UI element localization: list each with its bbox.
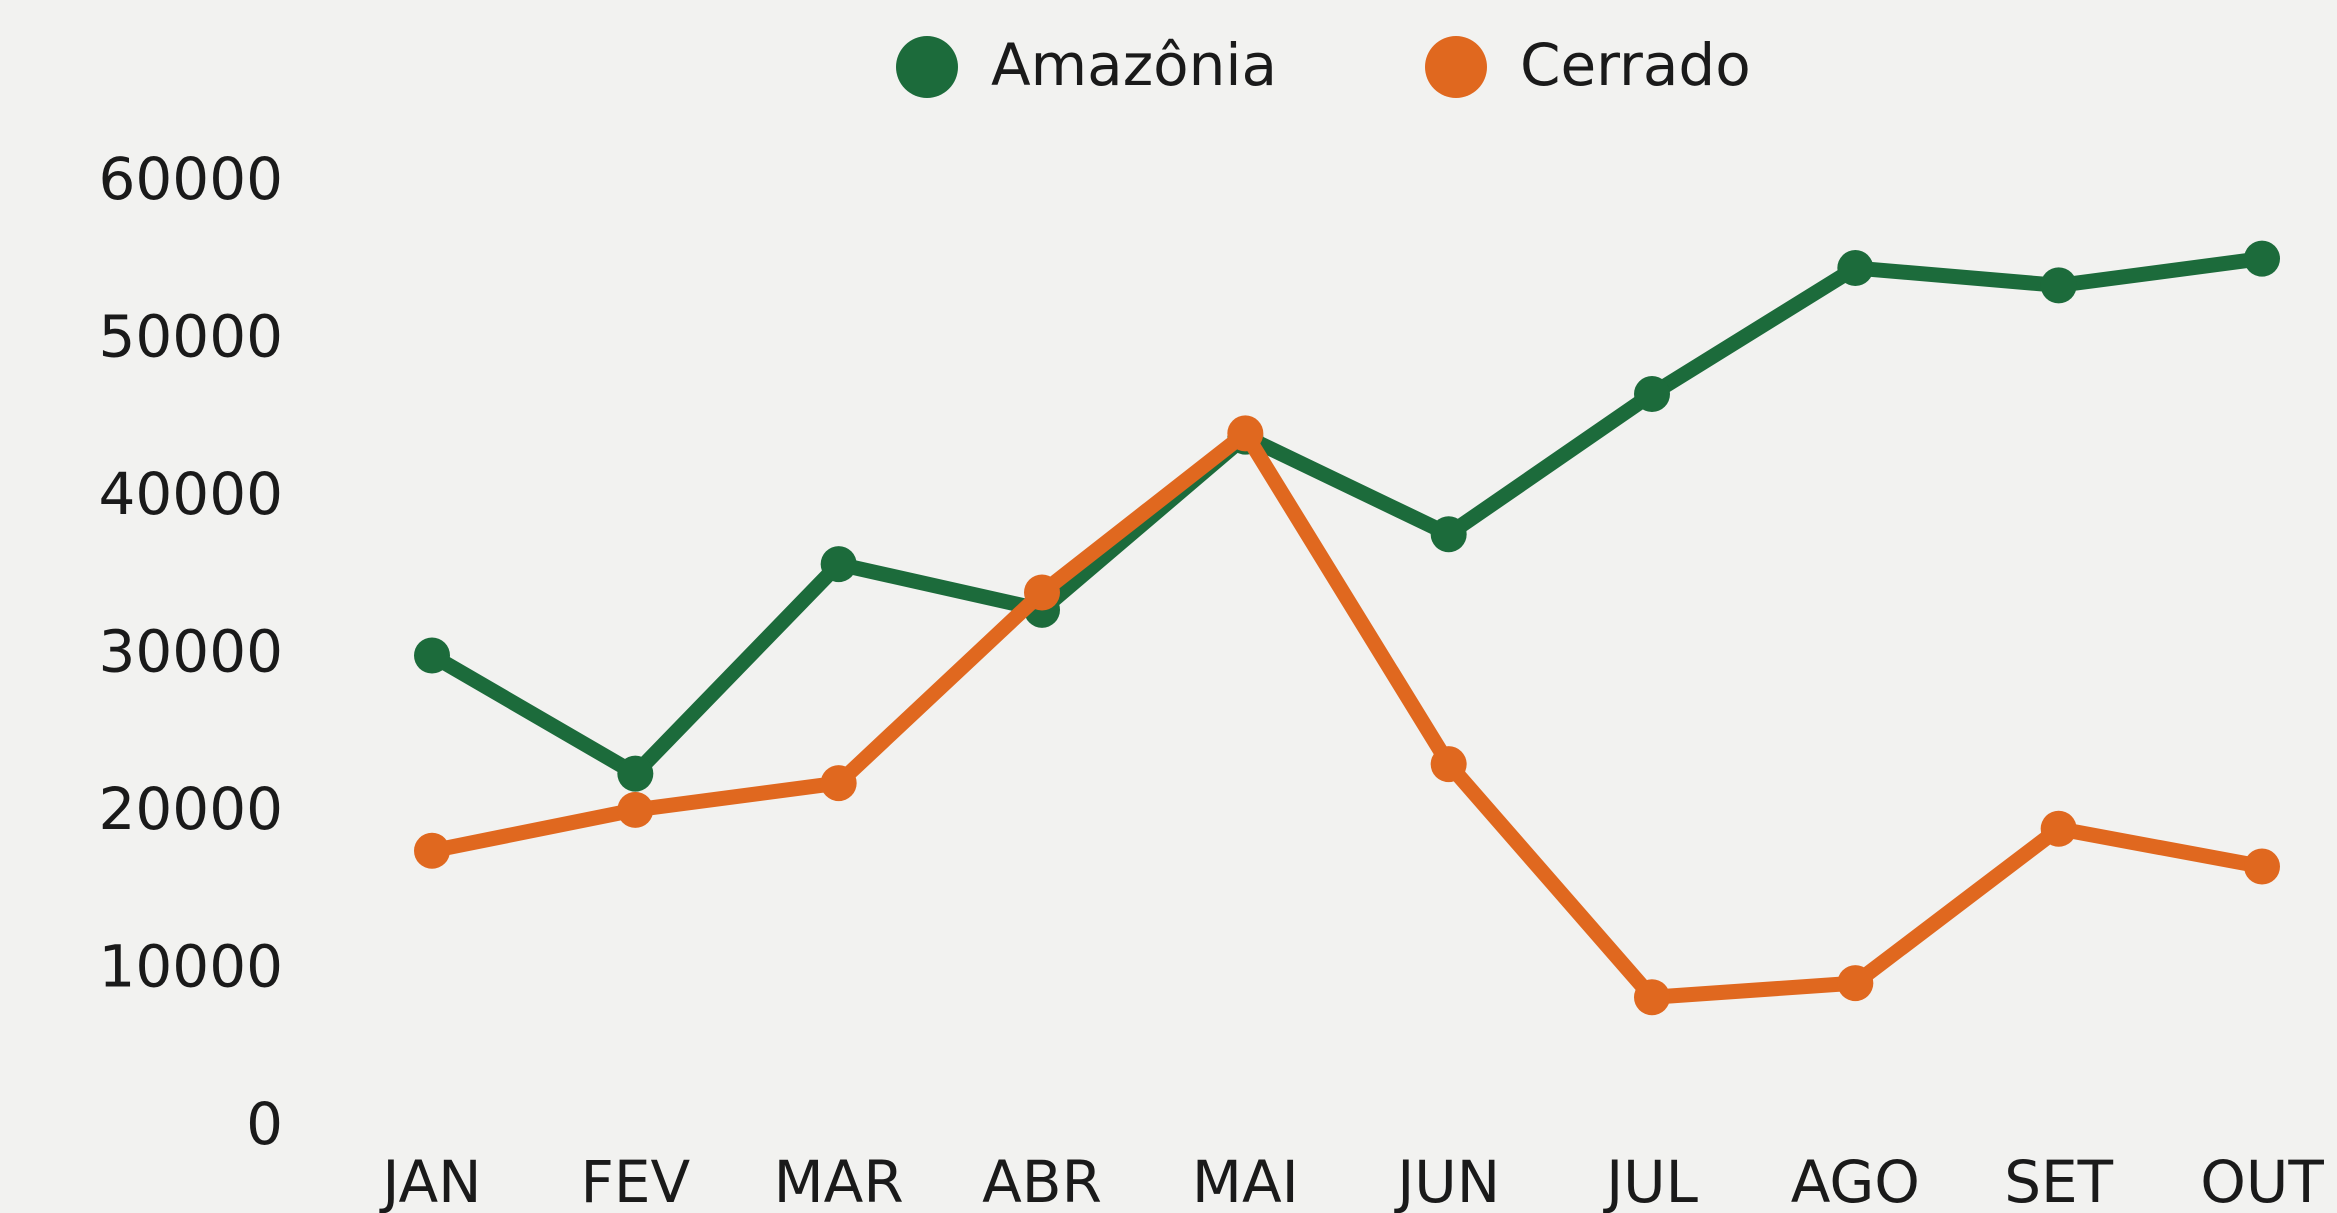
data-point <box>414 832 450 869</box>
data-point <box>617 791 654 828</box>
data-point <box>2040 810 2077 847</box>
data-point <box>1837 965 1874 1002</box>
x-tick-label: JUL <box>1603 1148 1698 1213</box>
x-tick-label: OUT <box>2200 1148 2324 1213</box>
x-tick-label: SET <box>2004 1148 2113 1213</box>
legend-label: Amazônia <box>991 31 1277 99</box>
y-tick-label: 30000 <box>98 618 283 686</box>
y-tick-label: 40000 <box>98 460 283 528</box>
legend-marker <box>896 36 958 98</box>
data-point <box>820 546 857 583</box>
data-point <box>617 755 654 792</box>
data-point <box>414 637 450 674</box>
x-tick-label: MAR <box>774 1148 904 1213</box>
x-tick-label: AGO <box>1791 1148 1920 1213</box>
data-point <box>1634 376 1670 413</box>
data-point <box>2040 267 2077 304</box>
data-point <box>1430 746 1467 783</box>
data-point <box>1227 415 1264 452</box>
x-tick-label: ABR <box>982 1148 1102 1213</box>
data-point <box>820 765 857 802</box>
data-point <box>1430 516 1467 553</box>
x-tick-label: FEV <box>580 1148 690 1213</box>
x-tick-label: JAN <box>379 1148 481 1213</box>
data-point <box>1024 574 1060 611</box>
y-tick-label: 50000 <box>98 303 283 371</box>
data-point <box>1837 250 1874 287</box>
legend-label: Cerrado <box>1520 31 1751 99</box>
data-point <box>2244 240 2280 277</box>
y-tick-label: 0 <box>246 1090 283 1158</box>
series-line <box>424 251 2270 782</box>
y-tick-label: 20000 <box>98 775 283 843</box>
legend-marker <box>1425 36 1487 98</box>
y-tick-label: 60000 <box>98 145 283 213</box>
series-line <box>424 425 2270 1005</box>
x-tick-label: JUN <box>1394 1148 1500 1213</box>
data-point <box>1634 979 1670 1016</box>
data-point <box>2244 848 2280 885</box>
y-tick-label: 10000 <box>98 933 283 1001</box>
x-tick-label: MAI <box>1192 1148 1299 1213</box>
